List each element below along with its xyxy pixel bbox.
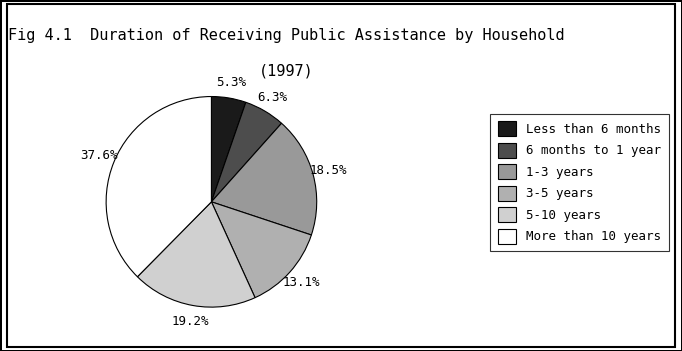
Wedge shape	[211, 123, 316, 235]
Text: 37.6%: 37.6%	[80, 149, 118, 162]
Wedge shape	[211, 102, 282, 202]
Text: 6.3%: 6.3%	[258, 91, 288, 104]
Wedge shape	[138, 202, 255, 307]
Text: 19.2%: 19.2%	[171, 314, 209, 327]
Wedge shape	[106, 97, 211, 277]
Wedge shape	[211, 97, 246, 202]
Text: Fig 4.1  Duration of Receiving Public Assistance by Household: Fig 4.1 Duration of Receiving Public Ass…	[8, 28, 565, 43]
Wedge shape	[211, 202, 312, 298]
Text: 13.1%: 13.1%	[283, 276, 321, 289]
Legend: Less than 6 months, 6 months to 1 year, 1-3 years, 3-5 years, 5-10 years, More t: Less than 6 months, 6 months to 1 year, …	[490, 114, 669, 251]
Text: (1997): (1997)	[259, 63, 314, 78]
Text: 5.3%: 5.3%	[216, 76, 246, 89]
Text: 18.5%: 18.5%	[310, 164, 347, 177]
